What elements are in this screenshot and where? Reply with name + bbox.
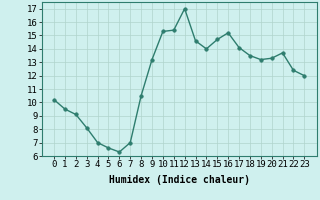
X-axis label: Humidex (Indice chaleur): Humidex (Indice chaleur) xyxy=(109,175,250,185)
